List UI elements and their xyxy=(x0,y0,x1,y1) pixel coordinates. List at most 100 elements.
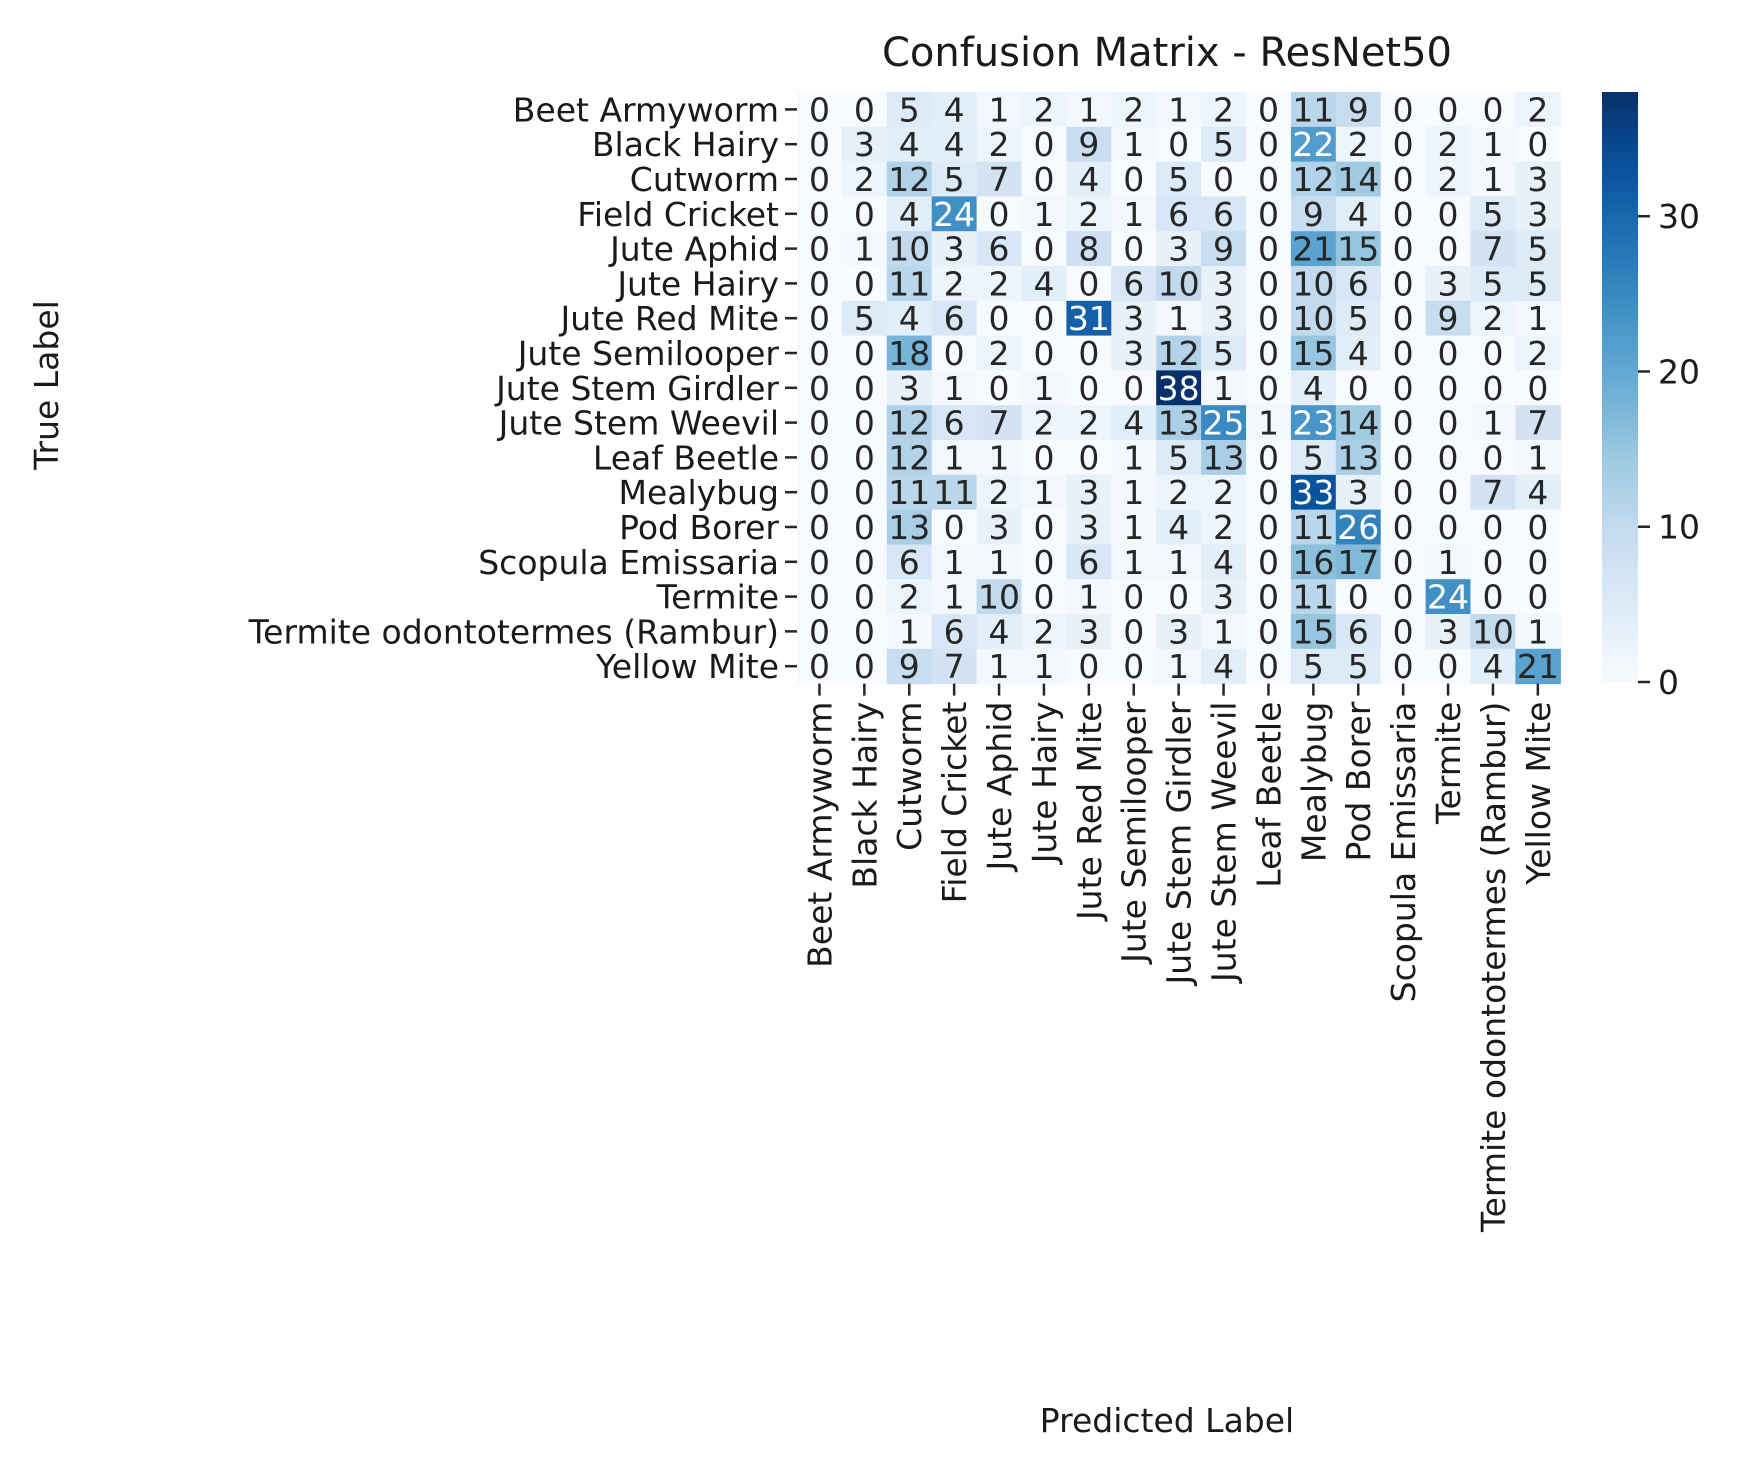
heatmap-cell xyxy=(1380,405,1427,441)
cell-value-label: 4 xyxy=(1348,195,1369,234)
heatmap-cell xyxy=(1470,579,1516,615)
cell-value-label: 0 xyxy=(1123,160,1144,199)
heatmap-cell xyxy=(931,126,978,163)
colorbar-ticks: 0 10 20 30 xyxy=(1638,197,1700,702)
cell-value-label: 3 xyxy=(1438,264,1459,303)
heatmap-cell xyxy=(1290,196,1337,232)
heatmap-cell xyxy=(931,579,978,615)
heatmap-cell xyxy=(976,544,1023,580)
heatmap-cell xyxy=(1156,266,1202,302)
colorbar xyxy=(1602,92,1638,682)
heatmap-cell xyxy=(797,300,843,337)
cell-value-label: 0 xyxy=(1393,647,1414,686)
heatmap-cell xyxy=(1156,161,1202,197)
cell-value-label: 7 xyxy=(1482,473,1503,512)
heatmap-cell xyxy=(1201,335,1247,371)
heatmap-cell xyxy=(1111,405,1157,441)
cell-value-label: 1 xyxy=(1078,578,1099,617)
cell-value-label: 31 xyxy=(1068,299,1110,338)
heatmap-cell xyxy=(1515,370,1561,406)
heatmap-cell xyxy=(1066,126,1112,163)
cell-value-label: 5 xyxy=(1348,299,1369,338)
cell-value-label: 1 xyxy=(1527,299,1548,338)
y-tick-label: Scopula Emissaria xyxy=(478,543,779,582)
cell-value-label: 0 xyxy=(809,90,830,129)
x-tick-label: Termite odontotermes (Rambur) xyxy=(1474,702,1513,1233)
cell-value-label: 11 xyxy=(933,473,975,512)
cell-value-label: 2 xyxy=(989,334,1010,373)
heatmap-cell xyxy=(1021,614,1067,650)
heatmap-cell xyxy=(1021,440,1067,476)
heatmap-cell xyxy=(1246,474,1292,511)
x-tick-label: Black Hairy xyxy=(845,702,884,889)
cell-value-label: 0 xyxy=(1258,160,1279,199)
cell-value-label: 10 xyxy=(1292,299,1334,338)
heatmap-cell xyxy=(976,370,1023,406)
cell-value-label: 0 xyxy=(854,647,875,686)
heatmap-cell xyxy=(886,266,933,302)
heatmap-cell xyxy=(886,161,933,197)
heatmap-cell xyxy=(1201,126,1247,163)
cell-value-label: 0 xyxy=(1033,160,1054,199)
cell-value-label: 0 xyxy=(1438,334,1459,373)
cell-value-label: 0 xyxy=(1527,125,1548,164)
heatmap-cell xyxy=(841,474,888,511)
cell-value-label: 0 xyxy=(989,195,1010,234)
heatmap-cell xyxy=(1515,266,1561,302)
heatmap-cell xyxy=(1335,92,1382,128)
x-tick-label: Scopula Emissaria xyxy=(1384,702,1423,1003)
cell-value-label: 1 xyxy=(1527,612,1548,651)
heatmap-cell xyxy=(1515,300,1561,337)
cell-value-label: 7 xyxy=(989,404,1010,443)
cell-value-label: 3 xyxy=(1348,473,1369,512)
cell-value-label: 0 xyxy=(809,578,830,617)
cell-value-label: 0 xyxy=(1393,299,1414,338)
cell-value-label: 2 xyxy=(989,264,1010,303)
heatmap-cell xyxy=(886,92,933,128)
cell-value-label: 0 xyxy=(1078,334,1099,373)
heatmap-cell xyxy=(1201,648,1247,685)
heatmap-cell xyxy=(1156,579,1202,615)
heatmap-cell xyxy=(1246,335,1292,371)
cell-value-label: 0 xyxy=(1123,230,1144,269)
heatmap-cell xyxy=(1021,648,1067,685)
x-tick-label: Leaf Beetle xyxy=(1249,702,1288,888)
x-tick-label: Jute Red Mite xyxy=(1070,702,1109,922)
cell-value-label: 6 xyxy=(944,404,965,443)
cell-value-label: 4 xyxy=(1078,160,1099,199)
heatmap-cell xyxy=(1156,196,1202,232)
cell-value-label: 18 xyxy=(888,334,930,373)
cell-value-label: 2 xyxy=(1123,90,1144,129)
cell-value-label: 0 xyxy=(989,369,1010,408)
heatmap-cell xyxy=(1201,614,1247,650)
cell-value-label: 2 xyxy=(1482,299,1503,338)
heatmap-cell xyxy=(1201,474,1247,511)
cell-value-label: 2 xyxy=(1213,473,1234,512)
colorbar-tick-label: 20 xyxy=(1658,352,1700,391)
cell-value-label: 12 xyxy=(1292,160,1334,199)
cell-value-label: 5 xyxy=(1303,438,1324,477)
heatmap-cell xyxy=(1290,405,1337,441)
heatmap-cell xyxy=(1335,614,1382,650)
heatmap-cell xyxy=(1156,440,1202,476)
heatmap-cell xyxy=(797,440,843,476)
cell-value-label: 0 xyxy=(1393,578,1414,617)
cell-value-label: 5 xyxy=(1213,334,1234,373)
heatmap-cell xyxy=(1246,161,1292,197)
heatmap-cell xyxy=(886,544,933,580)
cell-value-label: 8 xyxy=(1078,230,1099,269)
cell-value-label: 4 xyxy=(1123,404,1144,443)
heatmap-cell xyxy=(1470,196,1516,232)
cell-value-label: 1 xyxy=(1123,508,1144,547)
heatmap-cell xyxy=(1425,370,1472,406)
heatmap-cell xyxy=(1290,300,1337,337)
heatmap-cell xyxy=(1066,509,1112,545)
cell-value-label: 7 xyxy=(944,647,965,686)
cell-value-label: 3 xyxy=(1213,264,1234,303)
heatmap-cell xyxy=(1290,161,1337,197)
heatmap-cell xyxy=(886,196,933,232)
cell-value-label: 0 xyxy=(854,508,875,547)
cell-value-label: 0 xyxy=(1078,369,1099,408)
heatmap-cell xyxy=(931,509,978,545)
cell-value-label: 12 xyxy=(888,160,930,199)
